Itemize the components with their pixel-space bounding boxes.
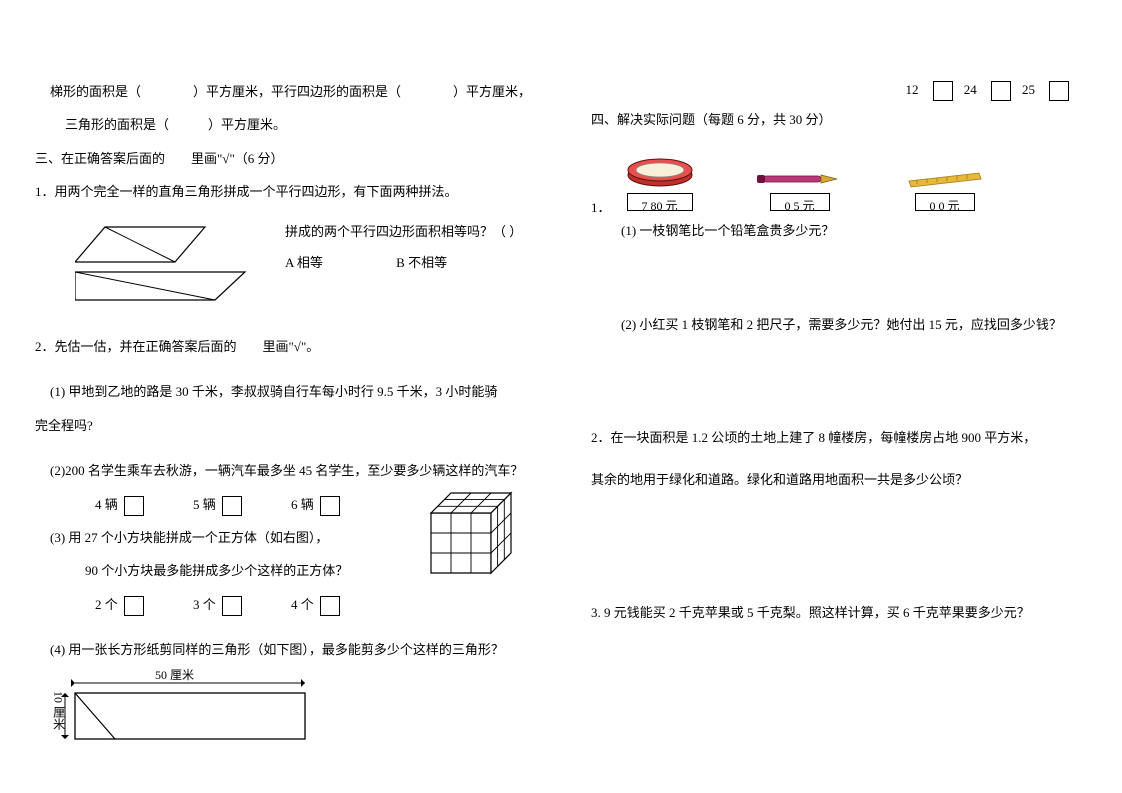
opt-4bus-label: 4 辆	[95, 497, 118, 512]
opt-12-label: 12	[906, 82, 919, 97]
q4-2-text: 2．在一块面积是 1.2 公顷的土地上建了 8 幢楼房，每幢楼房占地 900 平…	[591, 426, 1082, 449]
q3-1-optA: A 相等	[285, 255, 323, 270]
q4-1-1-text: (1) 一枝钢笔比一个铅笔盒贵多少元？	[591, 219, 1082, 242]
ruler-product: 0 0 元	[905, 169, 985, 211]
opt-2ge-label: 2 个	[95, 597, 118, 612]
opt-6bus-label: 6 辆	[291, 497, 314, 512]
opt-24-label: 24	[964, 82, 977, 97]
q3-2-3-options: 2 个 3 个 4 个	[35, 593, 541, 616]
left-column: 梯形的面积是（ ）平方厘米，平行四边形的面积是（ ）平方厘米， 三角形的面积是（…	[0, 0, 561, 793]
pencil-box-price: 7 80 元	[627, 193, 693, 211]
q3-1-caption: 拼成的两个平行四边形面积相等吗？（ ） A 相等 B 不相等	[285, 214, 522, 275]
rectangle-diagram: 50 厘米 10 厘米	[55, 671, 315, 741]
q3-1-text: 1．用两个完全一样的直角三角形拼成一个平行四边形，有下面两种拼法。	[35, 180, 541, 203]
q3-1-question: 拼成的两个平行四边形面积相等吗？（ ）	[285, 220, 522, 243]
q4-1-num: 1．	[591, 146, 611, 219]
opt-25-checkbox[interactable]	[1049, 81, 1069, 101]
q3-2-4-text: (4) 用一张长方形纸剪同样的三角形（如下图），最多能剪多少个这样的三角形？	[35, 638, 541, 661]
ruler-icon	[905, 169, 985, 189]
pencil-box-icon	[625, 153, 695, 189]
opt-4ge-checkbox[interactable]	[320, 596, 340, 616]
opt-6bus-checkbox[interactable]	[320, 496, 340, 516]
section-3-title: 三、在正确答案后面的 里画"√"（6 分）	[35, 147, 541, 170]
right-column: 四、解决实际问题（每题 6 分，共 30 分） 1． 7 80 元	[561, 0, 1122, 793]
pen-icon	[755, 169, 845, 189]
q3-2-1b-text: 完全程吗?	[35, 414, 541, 437]
opt-12-checkbox[interactable]	[933, 81, 953, 101]
q3-2-1-text: (1) 甲地到乙地的路是 30 千米，李叔叔骑自行车每小时行 9.5 千米，3 …	[35, 380, 541, 403]
pencil-box-product: 7 80 元	[625, 153, 695, 211]
q3-2-2-text: (2)200 名学生乘车去秋游，一辆汽车最多坐 45 名学生，至少要多少辆这样的…	[35, 459, 541, 482]
ruler-price: 0 0 元	[915, 193, 975, 211]
opt-4bus-checkbox[interactable]	[124, 496, 144, 516]
triangle-area-text: 三角形的面积是（ ）平方厘米。	[35, 113, 541, 136]
rect-width-label: 50 厘米	[155, 665, 194, 687]
opt-24-checkbox[interactable]	[991, 81, 1011, 101]
opt-5bus-label: 5 辆	[193, 497, 216, 512]
pen-price: 0 5 元	[770, 193, 830, 211]
q4-option-row: 12 24 25	[906, 78, 1078, 101]
q4-3-text: 3. 9 元钱能买 2 千克苹果或 5 千克梨。照这样计算，买 6 千克苹果要多…	[591, 601, 1082, 624]
opt-3ge-checkbox[interactable]	[222, 596, 242, 616]
q4-2b-text: 其余的地用于绿化和道路。绿化和道路用地面积一共是多少公顷？	[591, 468, 1082, 491]
trapezoid-area-text: 梯形的面积是（ ）平方厘米，平行四边形的面积是（ ）平方厘米，	[35, 80, 541, 103]
opt-3ge-label: 3 个	[193, 597, 216, 612]
q4-1-2-text: (2) 小红买 1 枝钢笔和 2 把尺子，需要多少元？她付出 15 元，应找回多…	[591, 313, 1082, 336]
opt-5bus-checkbox[interactable]	[222, 496, 242, 516]
q3-1-optB: B 不相等	[396, 255, 447, 270]
products-row: 7 80 元 0 5 元	[625, 153, 985, 211]
cube-diagram	[411, 483, 521, 590]
opt-2ge-checkbox[interactable]	[124, 596, 144, 616]
rect-height-label: 10 厘米	[47, 691, 69, 730]
parallelogram-diagram	[75, 222, 255, 319]
opt-4ge-label: 4 个	[291, 597, 314, 612]
q3-2-text: 2．先估一估，并在正确答案后面的 里画"√"。	[35, 335, 541, 358]
pen-product: 0 5 元	[755, 169, 845, 211]
opt-25-label: 25	[1022, 82, 1035, 97]
section-4-title: 四、解决实际问题（每题 6 分，共 30 分）	[591, 108, 1082, 131]
